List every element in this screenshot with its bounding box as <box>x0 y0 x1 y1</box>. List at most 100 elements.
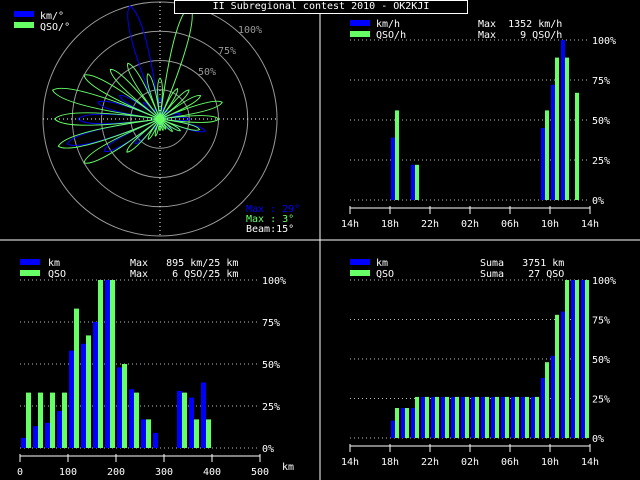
hourly-qso-bar-20 <box>555 57 559 200</box>
cumulative-km-bar-16 <box>511 396 515 438</box>
polar-qso-lobe-16 <box>83 118 161 164</box>
polar-info-max-km: Max : 29° <box>246 204 300 215</box>
cumulative-x-tick-label-1: 18h <box>381 457 399 468</box>
polar-km-lobe-15 <box>134 118 161 145</box>
cumulative-y-tick-label-0: 0% <box>592 434 604 445</box>
hourly-km-bar-19 <box>541 128 545 200</box>
hourly-x-tick-label-4: 06h <box>501 219 519 230</box>
cumulative-y-tick-label-4: 100% <box>592 276 616 287</box>
legend-label-qso-cumulative: QSO <box>376 269 394 280</box>
cumulative-qso-bar-6 <box>415 396 419 438</box>
legend-label-km-per-hour: km/h <box>376 19 400 30</box>
cumulative-qso-bar-14 <box>495 396 499 438</box>
hourly-qso-bar-22 <box>575 92 579 200</box>
distance-km-bar-6 <box>93 322 98 448</box>
legend-swatch-qso-per-degree <box>14 22 34 28</box>
distance-qso-bar-2 <box>50 392 55 448</box>
distance-km-bar-0 <box>21 437 26 448</box>
polar-qso-lobe-9 <box>159 118 173 132</box>
distance-qso-bar-9 <box>134 392 139 448</box>
hourly-km-bar-4 <box>391 137 395 200</box>
cumulative-qso-bar-21 <box>565 280 569 438</box>
contest-title: II Subregional contest 2010 - OK2KJI <box>174 0 468 14</box>
cumulative-x-tick-label-6: 14h <box>581 457 599 468</box>
distance-km-bar-1 <box>33 426 38 448</box>
hourly-km-bar-6 <box>411 164 415 200</box>
distance-km-bar-5 <box>81 343 86 448</box>
legend-label-qso-distance: QSO <box>48 269 66 280</box>
legend-label-qso-per-degree: QSO/° <box>40 22 70 33</box>
distance-qso-bar-5 <box>86 335 91 448</box>
distance-km-bar-10 <box>141 419 146 448</box>
distance-y-tick-label-1: 25% <box>262 402 280 413</box>
cumulative-qso-bar-18 <box>535 396 539 438</box>
distance-max-km: Max 895 km/25 km <box>130 258 238 269</box>
legend-swatch-km-per-degree <box>14 11 34 17</box>
distance-km-bar-4 <box>69 350 74 448</box>
hourly-y-tick-label-2: 50% <box>592 116 610 127</box>
cumulative-qso-bar-20 <box>555 314 559 438</box>
distance-x-tick-label-1: 100 <box>59 467 77 478</box>
polar-qso-lobe-4 <box>159 94 202 120</box>
cumulative-km-bar-12 <box>471 396 475 438</box>
cumulative-km-bar-20 <box>551 355 555 438</box>
cumulative-qso-bar-13 <box>485 396 489 438</box>
distance-x-tick-label-5: 500 <box>251 467 269 478</box>
cumulative-km-bar-13 <box>481 396 485 438</box>
polar-qso-lobe-18 <box>54 112 161 126</box>
legend-swatch-qso-distance <box>20 270 40 276</box>
cumulative-qso-bar-9 <box>445 396 449 438</box>
distance-km-bar-13 <box>177 390 182 448</box>
hourly-y-tick-label-1: 25% <box>592 156 610 167</box>
distance-qso-bar-3 <box>62 392 67 448</box>
cumulative-chart: 0% 25% 50% 75% 100% 14h 18h 22h 02h 06h 10h 14h km… <box>341 258 616 468</box>
distance-max-qso: Max 6 QSO/25 km <box>130 269 238 280</box>
distance-qso-bar-10 <box>146 419 151 448</box>
cumulative-km-bar-5 <box>401 408 405 438</box>
legend-label-km-per-degree: km/° <box>40 11 64 22</box>
polar-info-max-qso: Max : 3° <box>246 214 294 225</box>
hourly-y-tick-label-0: 0% <box>592 196 604 207</box>
polar-qso-lobe-6 <box>159 115 220 123</box>
distance-x-tick-label-4: 400 <box>203 467 221 478</box>
distance-y-tick-label-3: 75% <box>262 318 280 329</box>
hourly-max-km: Max 1352 km/h <box>478 19 562 30</box>
hourly-x-tick-label-0: 14h <box>341 219 359 230</box>
cumulative-km-bar-4 <box>391 420 395 438</box>
cumulative-km-bar-8 <box>431 396 435 438</box>
hourly-qso-bar-19 <box>545 110 549 200</box>
cumulative-km-bar-10 <box>451 396 455 438</box>
cumulative-sum-qso: Suma 27 QSO <box>480 269 564 280</box>
polar-qso-lobe-2 <box>159 88 179 120</box>
polar-qso-lobe-20 <box>83 74 161 120</box>
distance-qso-bar-15 <box>206 419 211 448</box>
cumulative-qso-bar-5 <box>405 408 409 438</box>
cumulative-x-tick-label-2: 22h <box>421 457 439 468</box>
cumulative-km-bar-19 <box>541 378 545 438</box>
cumulative-qso-bar-4 <box>395 408 399 438</box>
distance-qso-bar-6 <box>98 280 103 448</box>
cumulative-qso-bar-7 <box>425 396 429 438</box>
distance-y-tick-label-0: 0% <box>262 444 274 455</box>
cumulative-y-tick-label-3: 75% <box>592 316 610 327</box>
distance-km-bar-9 <box>129 389 134 448</box>
hourly-rate-chart: 0% 25% 50% 75% 100% 14h 18h 22h 02h 06h 10h 14h km… <box>341 19 616 230</box>
legend-label-km-distance: km <box>48 258 60 269</box>
cumulative-km-bar-22 <box>571 280 575 438</box>
cumulative-qso-bar-16 <box>515 396 519 438</box>
hourly-x-tick-label-1: 18h <box>381 219 399 230</box>
cumulative-km-bar-21 <box>561 311 565 438</box>
cumulative-km-bar-11 <box>461 396 465 438</box>
distance-qso-bar-7 <box>110 280 115 448</box>
distance-qso-bar-8 <box>122 364 127 448</box>
cumulative-km-bar-7 <box>421 396 425 438</box>
distance-qso-bar-0 <box>26 392 31 448</box>
polar-direction-chart: 50% 75% 100% km/° QSO/° Max : 29° Max : … <box>14 1 300 237</box>
distance-km-bar-11 <box>153 432 158 448</box>
polar-qso-lobe-21 <box>109 68 161 120</box>
cumulative-x-tick-label-3: 02h <box>461 457 479 468</box>
hourly-x-tick-label-2: 22h <box>421 219 439 230</box>
distance-qso-bar-14 <box>194 419 199 448</box>
cumulative-km-bar-18 <box>531 396 535 438</box>
hourly-km-bar-21 <box>561 40 565 200</box>
